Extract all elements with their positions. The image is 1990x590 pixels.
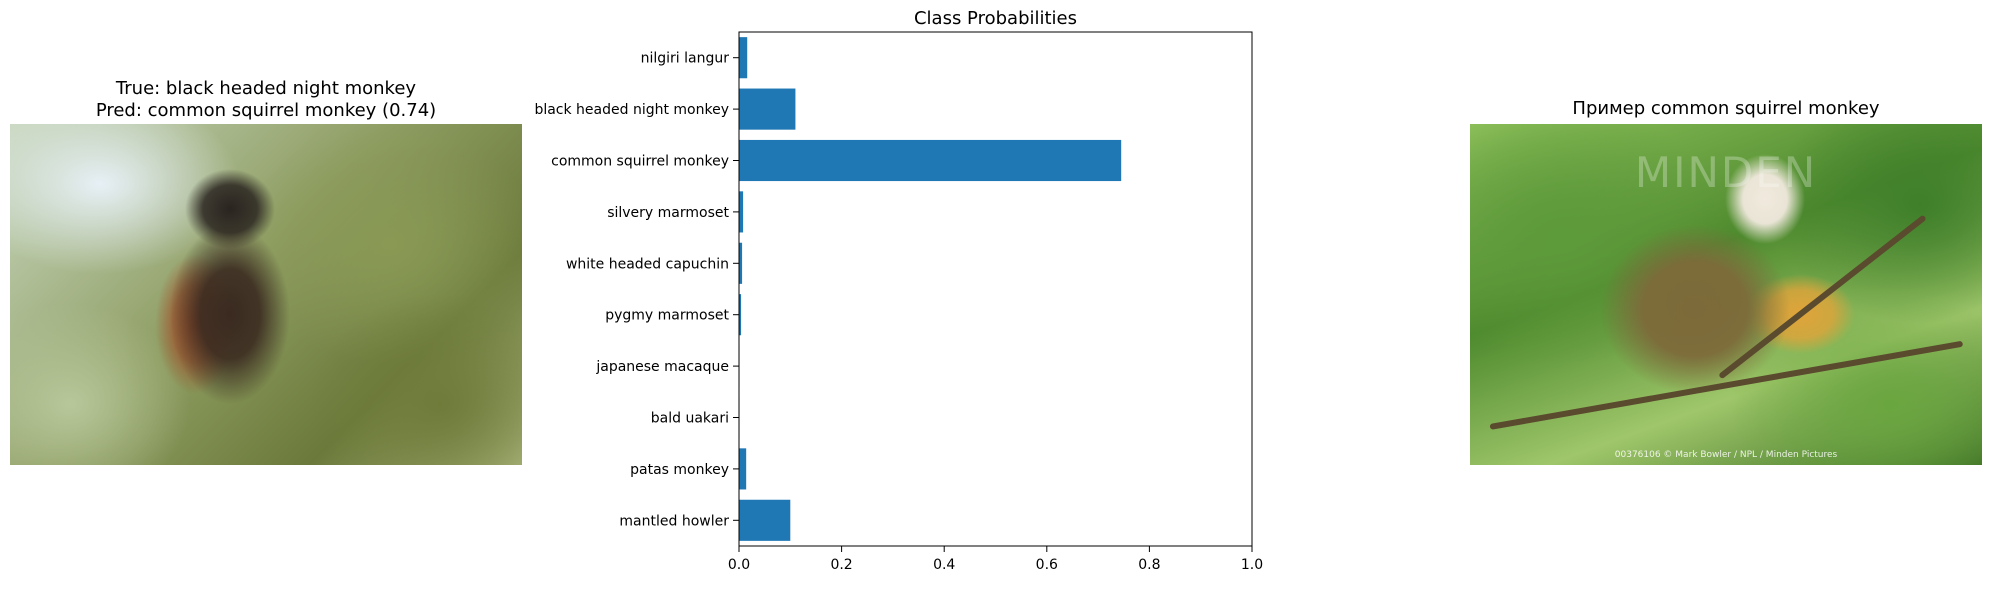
x-tick-label: 0.8 (1138, 557, 1160, 573)
bar-8 (739, 448, 747, 490)
bar-0 (739, 37, 748, 79)
watermark: MINDEN (1634, 148, 1818, 197)
y-tick-label: pygmy marmoset (605, 308, 729, 324)
example-image-title: Пример common squirrel monkey (1572, 98, 1880, 119)
x-tick-label: 0.6 (1036, 557, 1058, 573)
bar-5 (739, 294, 742, 336)
y-tick-label: bald uakari (651, 411, 729, 427)
y-tick-label: white headed capuchin (566, 256, 729, 272)
branch-shape (1489, 340, 1964, 430)
plot-frame (738, 31, 1253, 547)
x-tick-label: 0.0 (728, 557, 750, 573)
bar-1 (739, 88, 796, 130)
x-tick-label: 0.4 (933, 557, 955, 573)
y-tick-label: patas monkey (630, 462, 729, 478)
x-tick-label: 0.2 (830, 557, 852, 573)
y-tick-label: common squirrel monkey (551, 154, 729, 170)
chart-title: Class Probabilities (914, 8, 1077, 29)
bar-2 (739, 139, 1122, 182)
y-tick-label: japanese macaque (595, 359, 729, 375)
bar-9 (739, 499, 791, 541)
y-tick-label: black headed night monkey (534, 102, 729, 118)
left-image-title: True: black headed night monkey Pred: co… (10, 78, 522, 122)
x-tick-label: 1.0 (1241, 557, 1263, 573)
y-tick-label: silvery marmoset (607, 205, 729, 221)
photo-credit: 00376106 © Mark Bowler / NPL / Minden Pi… (1614, 450, 1838, 460)
pred-label: Pred: common squirrel monkey (0.74) (95, 100, 437, 121)
true-label: True: black headed night monkey (115, 78, 417, 99)
bar-3 (739, 191, 744, 233)
y-tick-label: mantled howler (619, 513, 729, 529)
bar-4 (739, 242, 743, 284)
input-monkey-photo (10, 124, 522, 465)
y-tick-label: nilgiri langur (641, 51, 730, 67)
example-monkey-photo: MINDEN 00376106 © Mark Bowler / NPL / Mi… (1470, 124, 1982, 465)
